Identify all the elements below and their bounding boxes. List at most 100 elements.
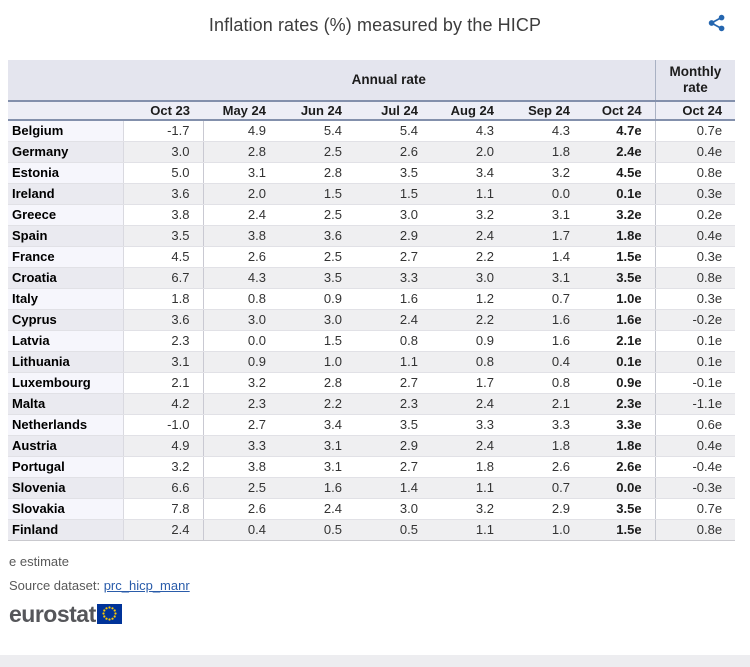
annual-rate-value: 2.3 — [203, 393, 279, 415]
annual-rate-value: 3.0 — [355, 498, 431, 520]
eurostat-logo-text: eurostat — [9, 600, 96, 627]
monthly-rate-value: -0.1e — [654, 372, 736, 394]
group-header-row: Annual rate Monthly rate — [8, 60, 736, 102]
annual-rate-value: 5.4 — [279, 120, 355, 142]
table-body: Belgium -1.7 4.9 5.4 5.4 4.3 4.3 4.7e 0.7e German… — [8, 120, 736, 541]
monthly-rate-value: -0.2e — [654, 309, 736, 331]
annual-rate-value: 3.6 — [123, 309, 204, 331]
monthly-rate-value: 0.2e — [654, 204, 736, 226]
monthly-rate-value: 0.1e — [654, 351, 736, 373]
annual-rate-value: 2.6 — [203, 246, 279, 268]
annual-rate-value: 2.8 — [279, 162, 355, 184]
table-row: Spain 3.5 3.8 3.6 2.9 2.4 1.7 1.8e 0.4e — [8, 225, 736, 247]
country-name: France — [8, 246, 124, 268]
annual-rate-value: 3.5e — [583, 498, 656, 520]
column-header-oct24: Oct 24 — [583, 101, 656, 121]
annual-rate-value: 2.9 — [507, 498, 583, 520]
column-header-jul24: Jul 24 — [355, 101, 431, 121]
source-dataset-link[interactable]: prc_hicp_manr — [103, 577, 190, 593]
annual-rate-value: 2.5 — [279, 204, 355, 226]
estimate-footnote: e estimate — [9, 553, 69, 569]
annual-rate-value: 6.7 — [123, 267, 204, 289]
annual-rate-value: 1.4 — [507, 246, 583, 268]
annual-rate-value: 3.3e — [583, 414, 656, 436]
annual-rate-value: 0.1e — [583, 351, 656, 373]
share-icon — [708, 14, 725, 32]
annual-rate-value: 2.7 — [355, 246, 431, 268]
monthly-rate-group-header: Monthly rate — [654, 60, 736, 102]
annual-rate-value: 2.6 — [355, 141, 431, 163]
annual-rate-value: 3.0 — [279, 309, 355, 331]
annual-rate-value: 4.9 — [203, 120, 279, 142]
annual-rate-value: 2.3e — [583, 393, 656, 415]
annual-rate-value: 3.1 — [123, 351, 204, 373]
annual-rate-value: 1.5 — [279, 330, 355, 352]
annual-rate-value: 6.6 — [123, 477, 204, 499]
annual-rate-value: 4.5 — [123, 246, 204, 268]
country-name: Spain — [8, 225, 124, 247]
annual-rate-value: 3.2 — [123, 456, 204, 478]
annual-rate-value: 3.3 — [355, 267, 431, 289]
country-column-header — [8, 101, 123, 121]
annual-rate-value: 2.2 — [279, 393, 355, 415]
annual-rate-value: 1.0 — [279, 351, 355, 373]
country-name: Netherlands — [8, 414, 124, 436]
table-row: Italy 1.8 0.8 0.9 1.6 1.2 0.7 1.0e 0.3e — [8, 288, 736, 310]
annual-rate-value: 4.3 — [507, 120, 583, 142]
annual-rate-value: 1.1 — [431, 519, 507, 541]
annual-rate-value: 2.9 — [355, 225, 431, 247]
table-row: France 4.5 2.6 2.5 2.7 2.2 1.4 1.5e 0.3e — [8, 246, 736, 268]
annual-rate-value: 1.1 — [355, 351, 431, 373]
title-bar: Inflation rates (%) measured by the HICP — [0, 0, 750, 60]
monthly-rate-value: 0.7e — [654, 120, 736, 142]
annual-rate-value: 1.1 — [431, 477, 507, 499]
annual-rate-value: 2.1 — [123, 372, 204, 394]
annual-rate-value: 3.0 — [203, 309, 279, 331]
column-header-oct23: Oct 23 — [123, 101, 203, 121]
annual-rate-value: 3.8 — [203, 456, 279, 478]
annual-rate-value: 3.0 — [355, 204, 431, 226]
annual-rate-value: 0.4 — [203, 519, 279, 541]
annual-rate-value: 2.4 — [431, 435, 507, 457]
monthly-rate-value: 0.8e — [654, 267, 736, 289]
annual-rate-value: 4.2 — [123, 393, 204, 415]
annual-rate-value: 2.6 — [507, 456, 583, 478]
annual-rate-value: 3.8 — [203, 225, 279, 247]
annual-rate-value: 1.6 — [507, 309, 583, 331]
table-row: Slovakia 7.8 2.6 2.4 3.0 3.2 2.9 3.5e 0.7e — [8, 498, 736, 520]
annual-rate-value: 0.0 — [203, 330, 279, 352]
monthly-rate-value: 0.1e — [654, 330, 736, 352]
annual-rate-value: 1.6 — [279, 477, 355, 499]
country-name: Portugal — [8, 456, 124, 478]
country-name: Latvia — [8, 330, 124, 352]
annual-rate-group-header: Annual rate — [123, 60, 656, 102]
country-name: Ireland — [8, 183, 124, 205]
country-name: Germany — [8, 141, 124, 163]
annual-rate-value: 2.9 — [355, 435, 431, 457]
annual-rate-value: 3.1 — [203, 162, 279, 184]
annual-rate-value: 3.0 — [431, 267, 507, 289]
annual-rate-value: 3.3 — [431, 414, 507, 436]
table-row: Slovenia 6.6 2.5 1.6 1.4 1.1 0.7 0.0e -0.3e — [8, 477, 736, 499]
country-name: Luxembourg — [8, 372, 124, 394]
annual-rate-value: 4.3 — [431, 120, 507, 142]
annual-rate-value: 1.7 — [431, 372, 507, 394]
annual-rate-value: 1.7 — [507, 225, 583, 247]
table-row: Greece 3.8 2.4 2.5 3.0 3.2 3.1 3.2e 0.2e — [8, 204, 736, 226]
annual-rate-value: 4.9 — [123, 435, 204, 457]
monthly-rate-value: 0.3e — [654, 246, 736, 268]
table-row: Cyprus 3.6 3.0 3.0 2.4 2.2 1.6 1.6e -0.2e — [8, 309, 736, 331]
table-row: Ireland 3.6 2.0 1.5 1.5 1.1 0.0 0.1e 0.3e — [8, 183, 736, 205]
annual-rate-value: 2.5 — [279, 141, 355, 163]
table-row: Portugal 3.2 3.8 3.1 2.7 1.8 2.6 2.6e -0.4e — [8, 456, 736, 478]
table-row: Croatia 6.7 4.3 3.5 3.3 3.0 3.1 3.5e 0.8e — [8, 267, 736, 289]
share-button[interactable] — [706, 13, 728, 35]
monthly-rate-value: 0.3e — [654, 183, 736, 205]
annual-rate-value: 0.7 — [507, 288, 583, 310]
column-header-may24: May 24 — [203, 101, 279, 121]
annual-rate-value: 1.5e — [583, 519, 656, 541]
annual-rate-value: 4.3 — [203, 267, 279, 289]
column-header-row: Oct 23 May 24 Jun 24 Jul 24 Aug 24 Sep 2… — [8, 101, 736, 121]
annual-rate-value: 2.2 — [431, 309, 507, 331]
country-name: Croatia — [8, 267, 124, 289]
